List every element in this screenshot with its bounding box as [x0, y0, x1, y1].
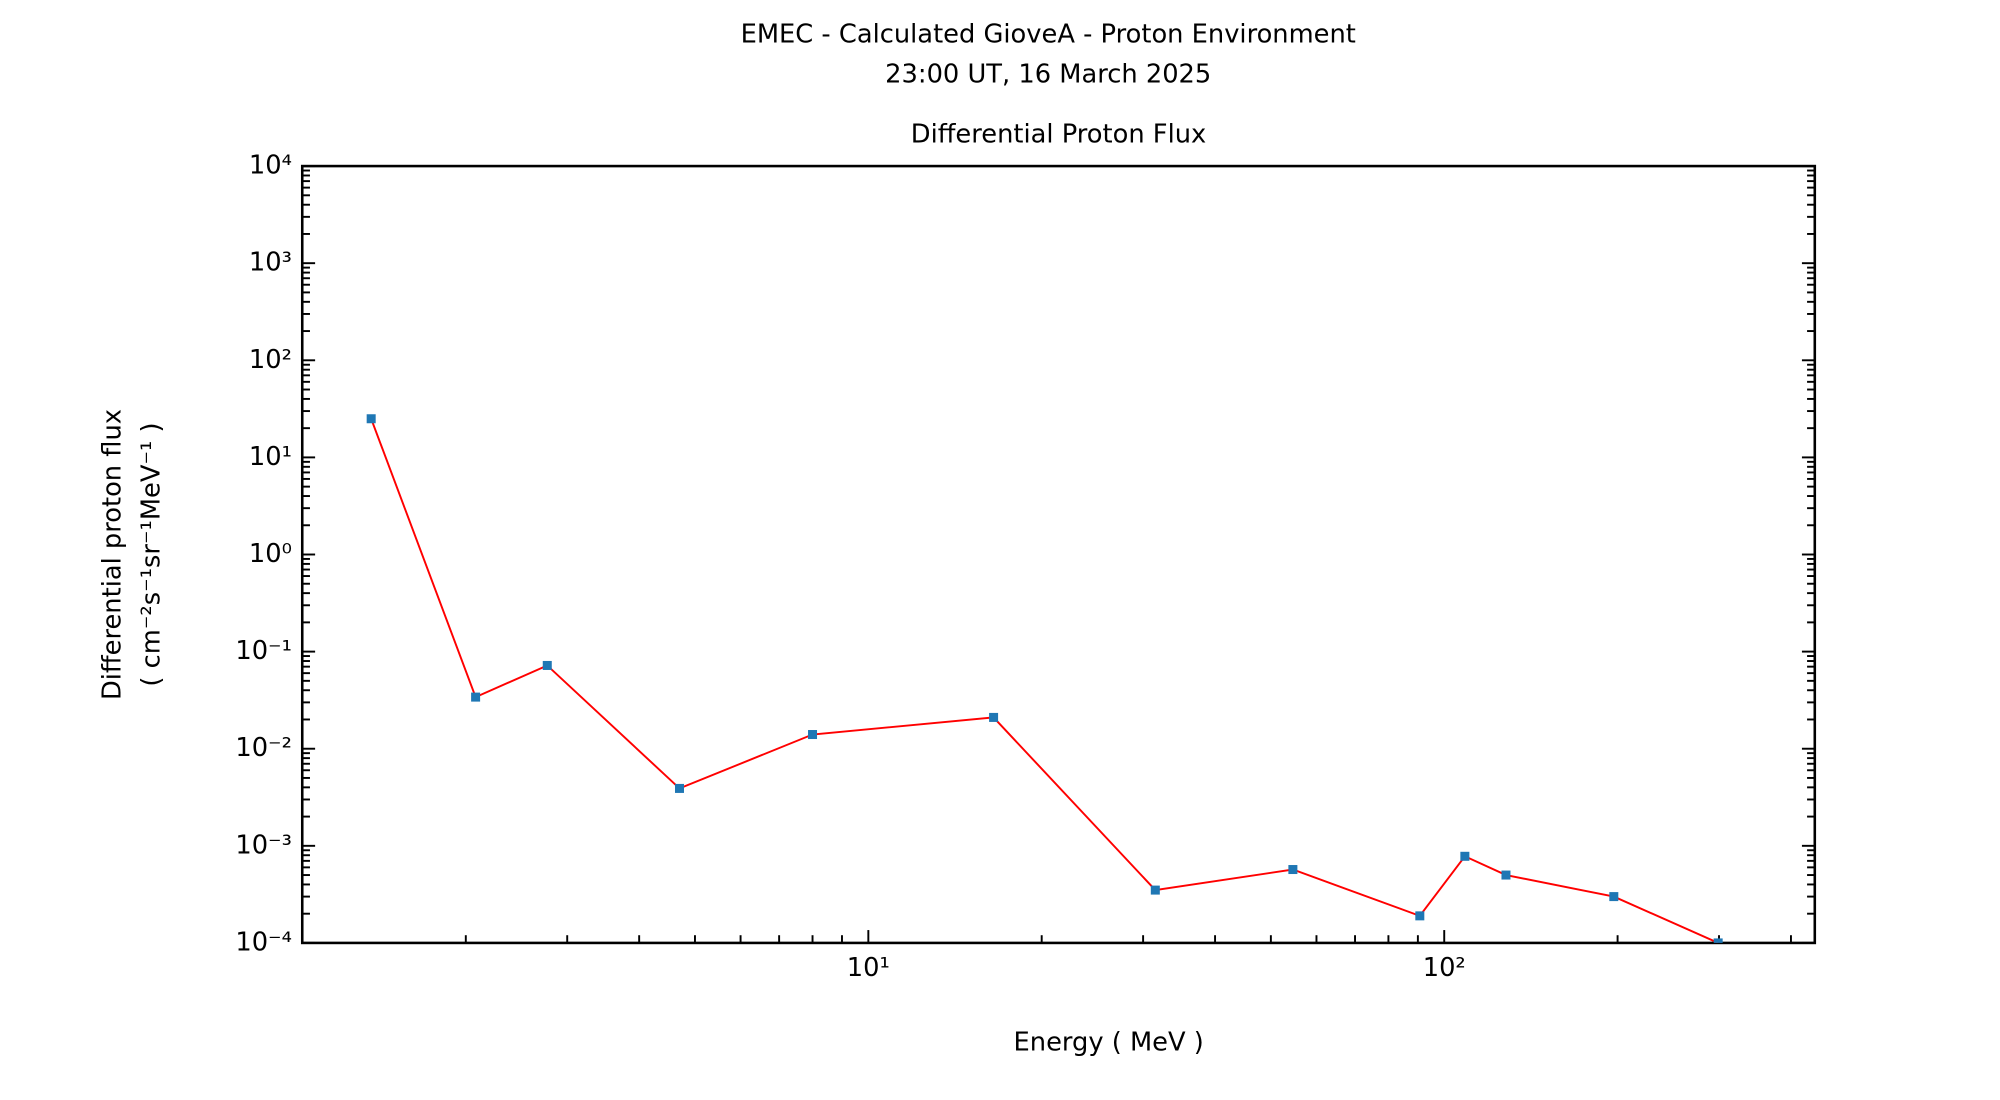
data-point [1150, 885, 1160, 895]
x-tick-label: 10² [1423, 953, 1466, 983]
plot-title: Differential Proton Flux [911, 120, 1207, 150]
data-point [1288, 865, 1298, 875]
x-tick-label: 10¹ [847, 953, 890, 983]
data-point [808, 730, 818, 740]
data-point [1415, 911, 1425, 921]
plot-area [366, 414, 1723, 943]
y-tick-label: 10⁴ [249, 151, 292, 181]
y-axis-label: Differential proton flux [98, 409, 128, 700]
y-tick-label: 10² [249, 345, 292, 375]
data-point [366, 414, 376, 424]
data-point [1460, 851, 1470, 861]
chart-subtitle: 23:00 UT, 16 March 2025 [885, 59, 1211, 89]
data-point [471, 692, 481, 702]
data-point [1609, 892, 1619, 902]
y-tick-label: 10⁻⁴ [235, 927, 292, 957]
y-tick-label: 10⁻³ [235, 830, 292, 860]
y-tick-label: 10¹ [249, 442, 292, 472]
x-axis-label: Energy ( MeV ) [1014, 1028, 1204, 1058]
data-line [370, 418, 1719, 943]
data-point [674, 783, 685, 793]
data-point [989, 712, 999, 722]
data-point [542, 660, 552, 670]
data-point [1501, 870, 1511, 880]
y-axis-label: ( cm⁻²s⁻¹sr⁻¹MeV⁻¹ ) [136, 422, 166, 686]
y-tick-label: 10⁰ [249, 539, 292, 569]
y-tick-label: 10⁻¹ [235, 636, 292, 666]
chart-title: EMEC - Calculated GioveA - Proton Enviro… [741, 19, 1356, 49]
data-point [1713, 938, 1723, 943]
plot-frame [300, 164, 1817, 945]
y-tick-label: 10⁻² [235, 733, 292, 763]
y-tick-label: 10³ [249, 248, 292, 278]
